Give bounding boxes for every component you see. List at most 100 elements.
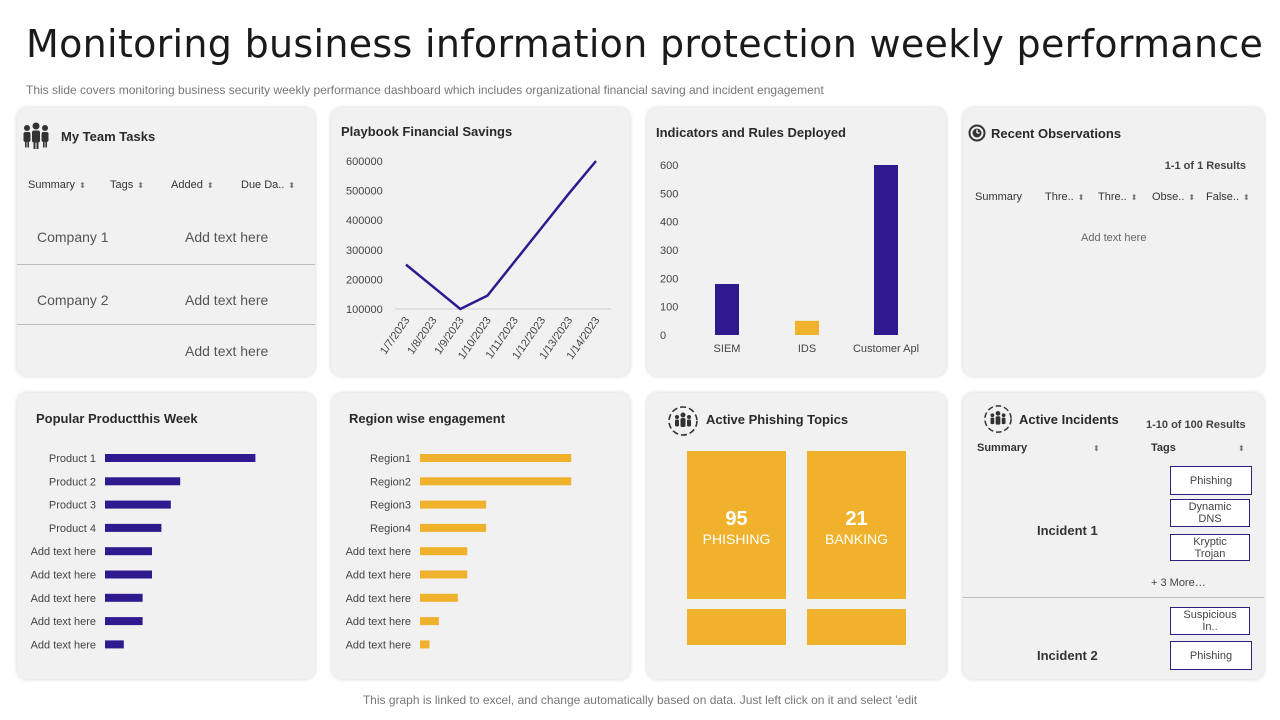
bar [105,570,152,579]
popular-products-card: Popular Productthis Week Product 1 Produc… [17,393,315,679]
category-label: Customer Apl [853,343,919,355]
category-label: IDS [798,343,816,355]
card-title: Recent Observations [991,126,1122,141]
indicators-chart: 0 100 200 300 400 500 600 SIEM IDS Customer Apl [660,160,919,355]
results-count: 1-1 of 1 Results [1164,160,1246,172]
bar [105,454,256,462]
sort-icon[interactable]: ⬍ [1130,193,1138,202]
phishing-topics-card: Active Phishing Topics 95 PHISHING 21 BA… [647,393,946,679]
category-label: Add text here [346,639,411,651]
card-title: Region wise engagement [349,411,506,426]
stat-number: 21 [845,508,868,530]
more-tags-link[interactable]: + 3 More… [1151,577,1206,589]
page-title: Monitoring business information protecti… [26,22,1264,66]
table-cell-value: Add text here [185,292,269,308]
column-header-false[interactable]: False.. ⬍ [1206,191,1250,203]
stat-label: PHISHING [702,531,771,547]
row-divider [963,597,1264,598]
bar [105,477,181,486]
tag-badge[interactable]: Kryptic Trojan [1170,534,1250,561]
y-tick-label: 400000 [346,215,383,227]
y-tick-label: 200 [660,273,678,285]
incident-name[interactable]: Incident 1 [1037,523,1098,538]
bar [420,570,468,579]
sort-icon[interactable]: ⬍ [1238,444,1245,453]
y-tick-label: 300000 [346,245,383,257]
tag-badge[interactable]: Suspicious In.. [1170,607,1250,635]
incident-name[interactable]: Incident 2 [1037,648,1098,663]
category-label: Add text here [346,546,411,558]
team-icon [984,405,1012,433]
sort-icon[interactable]: ⬍ [137,181,144,190]
category-label: Add text here [31,546,96,558]
category-label: Product 1 [49,453,96,465]
column-header-added[interactable]: Added ⬍ [171,179,214,191]
sort-icon[interactable]: ⬍ [1188,193,1196,202]
column-header-summary[interactable]: Summary [977,442,1028,454]
placeholder-text: Add text here [1081,232,1147,244]
category-label: Product 2 [49,476,96,488]
table-cell-value: Add text here [185,343,269,359]
region-engagement-chart: Region1 Region2 Region3 Region4 Add text her… [346,453,572,651]
active-incidents-card: Active Incidents 1-10 of 100 Results Sum… [963,393,1264,679]
bar [105,523,162,532]
card-title: Active Phishing Topics [706,412,849,427]
bar [715,284,739,335]
card-title: My Team Tasks [61,129,156,144]
bar [105,593,143,602]
recent-observations-card: Recent Observations 1-1 of 1 Results Sum… [963,108,1264,376]
bar [420,617,439,626]
team-icon [668,406,698,436]
bar [420,593,458,602]
phishing-stat-bar [687,609,786,645]
bar [420,477,572,486]
sort-icon[interactable]: ⬍ [288,181,296,190]
banking-stat-box: 21 BANKING [807,451,906,599]
financial-savings-card: Playbook Financial Savings 100000 200000 3… [331,108,630,376]
tag-badge[interactable]: Dynamic DNS [1170,499,1250,527]
sort-icon[interactable]: ⬍ [1093,444,1100,453]
card-title: Playbook Financial Savings [341,124,513,139]
column-header-summary[interactable]: Summary ⬍ [28,179,86,191]
category-label: Add text here [31,570,96,582]
sort-icon[interactable]: ⬍ [1077,193,1085,202]
bar [420,454,572,462]
page-subtitle: This slide covers monitoring business se… [26,83,824,97]
row-divider [17,264,315,265]
column-header-threat-2[interactable]: Thre.. ⬍ [1098,191,1138,203]
card-title: Indicators and Rules Deployed [656,125,846,140]
y-tick-label: 500000 [346,186,383,198]
table-cell-name: Company 2 [37,292,109,308]
bar [795,320,819,335]
tag-badge[interactable]: Phishing [1170,466,1252,495]
column-header-due-date[interactable]: Due Da.. ⬍ [241,179,296,191]
phishing-stat-box: 95 PHISHING [687,451,786,599]
category-label: Product 3 [49,500,96,512]
region-engagement-card: Region wise engagement Region1 Region2 Reg… [332,393,630,679]
y-tick-label: 200000 [346,274,383,286]
sort-icon[interactable]: ⬍ [79,181,86,190]
category-label: Add text here [31,639,96,651]
column-header-observations[interactable]: Obse.. ⬍ [1152,191,1196,203]
financial-savings-chart: 1000002000003000004000005000006000001/7/… [346,156,611,362]
series-line [405,160,597,311]
footer-note: This graph is linked to excel, and chang… [362,693,918,707]
column-header-summary[interactable]: Summary [975,191,1023,203]
y-tick-label: 0 [660,330,666,342]
category-label: Add text here [31,593,96,605]
column-header-threat[interactable]: Thre.. ⬍ [1045,191,1085,203]
team-icon [23,122,49,149]
sort-icon[interactable]: ⬍ [1243,193,1250,202]
category-label: SIEM [714,343,741,355]
tag-badge[interactable]: Phishing [1170,641,1252,670]
card-title: Active Incidents [1019,412,1119,427]
column-header-tags[interactable]: Tags ⬍ [110,179,144,191]
bar [874,165,898,335]
popular-products-chart: Product 1 Product 2 Product 3 Product 4 Add … [31,453,256,651]
y-tick-label: 600000 [346,156,383,168]
sort-icon[interactable]: ⬍ [206,181,214,190]
row-divider [17,324,315,325]
banking-stat-bar [807,609,906,645]
column-header-tags[interactable]: Tags [1151,442,1176,454]
category-label: Add text here [346,570,411,582]
